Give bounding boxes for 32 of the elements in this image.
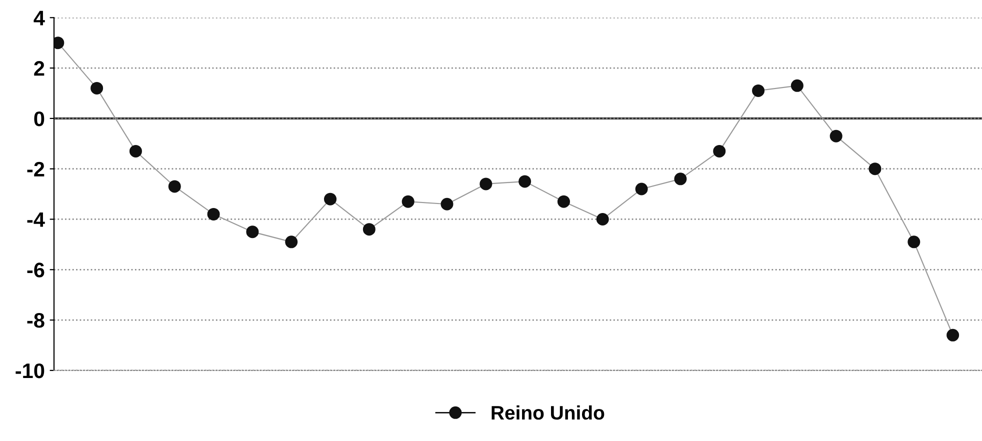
y-tick-label: 4 bbox=[34, 10, 45, 26]
y-tick-label: 0 bbox=[34, 111, 44, 126]
point bbox=[790, 79, 804, 92]
point bbox=[908, 236, 920, 248]
point bbox=[285, 236, 298, 248]
point bbox=[207, 208, 220, 220]
y-tick-label: -10 bbox=[16, 363, 44, 378]
y-tick-label: -6 bbox=[27, 262, 44, 278]
point bbox=[362, 223, 376, 236]
point bbox=[557, 195, 570, 208]
point bbox=[129, 144, 142, 158]
point bbox=[752, 84, 765, 97]
y-tick-label: -2 bbox=[27, 162, 44, 176]
point bbox=[868, 162, 882, 176]
point bbox=[480, 178, 492, 190]
point bbox=[674, 172, 687, 186]
point bbox=[440, 198, 454, 210]
point bbox=[830, 130, 842, 142]
point bbox=[246, 226, 259, 238]
y-tick-label: -4 bbox=[27, 212, 45, 227]
point bbox=[713, 144, 726, 158]
point bbox=[635, 182, 648, 196]
point bbox=[596, 212, 609, 226]
point bbox=[90, 82, 104, 94]
y-tick-label: -8 bbox=[27, 313, 44, 328]
legend-label: Reino Unido bbox=[492, 405, 604, 420]
y-tick-label: 2 bbox=[34, 61, 44, 76]
point bbox=[946, 328, 960, 342]
point bbox=[518, 175, 532, 188]
point bbox=[402, 195, 414, 208]
point bbox=[168, 180, 181, 193]
point bbox=[324, 192, 337, 206]
